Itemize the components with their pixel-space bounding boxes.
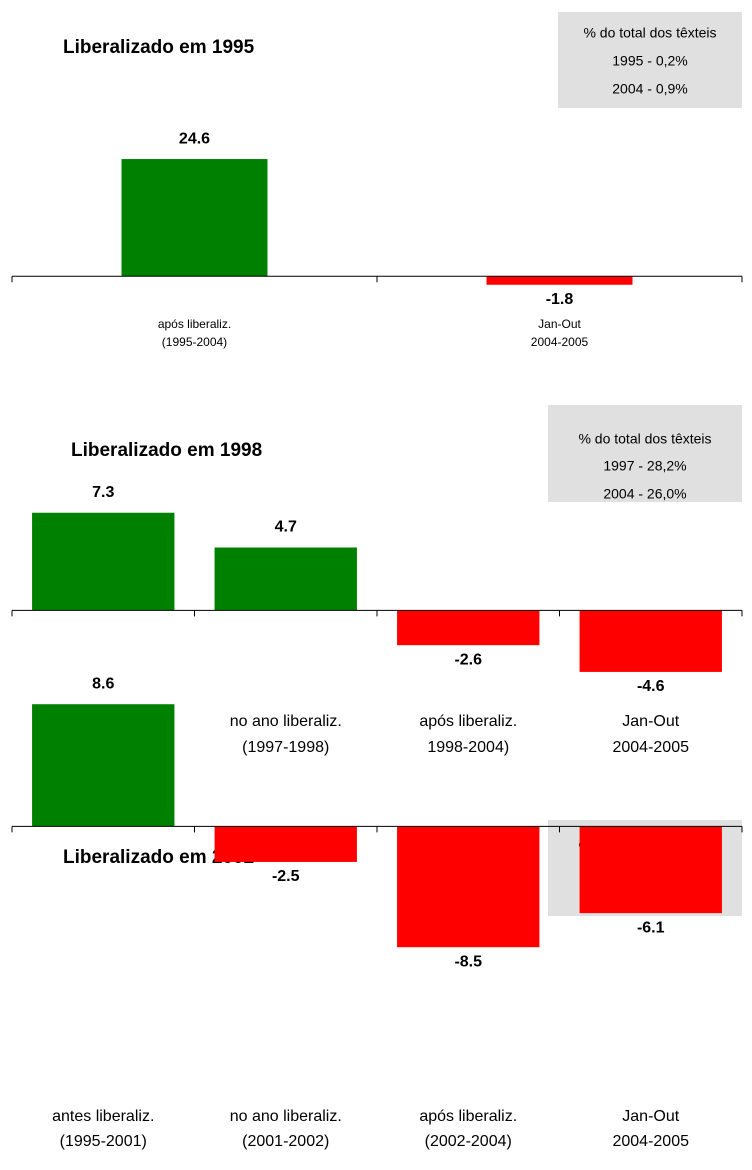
bar <box>214 826 357 862</box>
category-label: após liberaliz. <box>158 317 231 331</box>
category-label: (1995-2001) <box>60 1133 147 1150</box>
bar <box>397 826 540 948</box>
note-line: % do total dos têxteis <box>578 431 711 447</box>
category-label: 2004-2005 <box>531 335 589 349</box>
category-label: Jan-Out <box>538 317 581 331</box>
value-label: -8.5 <box>454 953 482 970</box>
value-label: -1.8 <box>546 291 574 308</box>
category-label: 2004-2005 <box>612 739 689 756</box>
category-label: após liberaliz. <box>419 713 517 730</box>
category-label: 2004-2005 <box>612 1133 689 1150</box>
note-box <box>548 405 742 502</box>
category-label: Jan-Out <box>622 713 679 730</box>
category-label: no ano liberaliz. <box>230 1108 342 1125</box>
note-line: 2004 - 0,9% <box>612 81 688 97</box>
bar <box>121 159 268 277</box>
chart-title: Liberalizado em 1995 <box>63 37 255 58</box>
bar <box>579 610 722 672</box>
bar <box>32 704 175 827</box>
bar <box>32 512 175 611</box>
category-label: (2001-2002) <box>242 1133 329 1150</box>
bar <box>579 826 722 914</box>
category-label: (1995-2004) <box>162 335 227 349</box>
category-label: após liberaliz. <box>419 1108 517 1125</box>
value-label: 7.3 <box>92 484 114 501</box>
value-label: -6.1 <box>637 919 665 936</box>
note-box <box>558 12 742 108</box>
category-label: 1998-2004) <box>427 739 509 756</box>
note-line: 1995 - 0,2% <box>612 53 688 69</box>
category-label: (2002-2004) <box>425 1133 512 1150</box>
note-line: 1997 - 28,2% <box>603 458 686 474</box>
category-label: antes liberaliz. <box>52 1108 154 1125</box>
note-line: 2004 - 26,0% <box>603 486 686 502</box>
note-line: % do total dos têxteis <box>583 25 716 41</box>
value-label: -2.5 <box>272 868 300 885</box>
chart-title: Liberalizado em 2002 <box>63 847 254 868</box>
value-label: 4.7 <box>275 519 297 536</box>
category-label: Jan-Out <box>622 1108 679 1125</box>
value-label: -2.6 <box>454 651 482 668</box>
value-label: -4.6 <box>637 678 665 695</box>
chart-title: Liberalizado em 1998 <box>71 440 262 461</box>
value-label: 24.6 <box>179 130 210 147</box>
bar <box>214 547 357 611</box>
bar <box>486 276 633 285</box>
value-label: 8.6 <box>92 675 114 692</box>
bar <box>397 610 540 646</box>
category-label: no ano liberaliz. <box>230 713 342 730</box>
category-label: (1997-1998) <box>242 739 329 756</box>
